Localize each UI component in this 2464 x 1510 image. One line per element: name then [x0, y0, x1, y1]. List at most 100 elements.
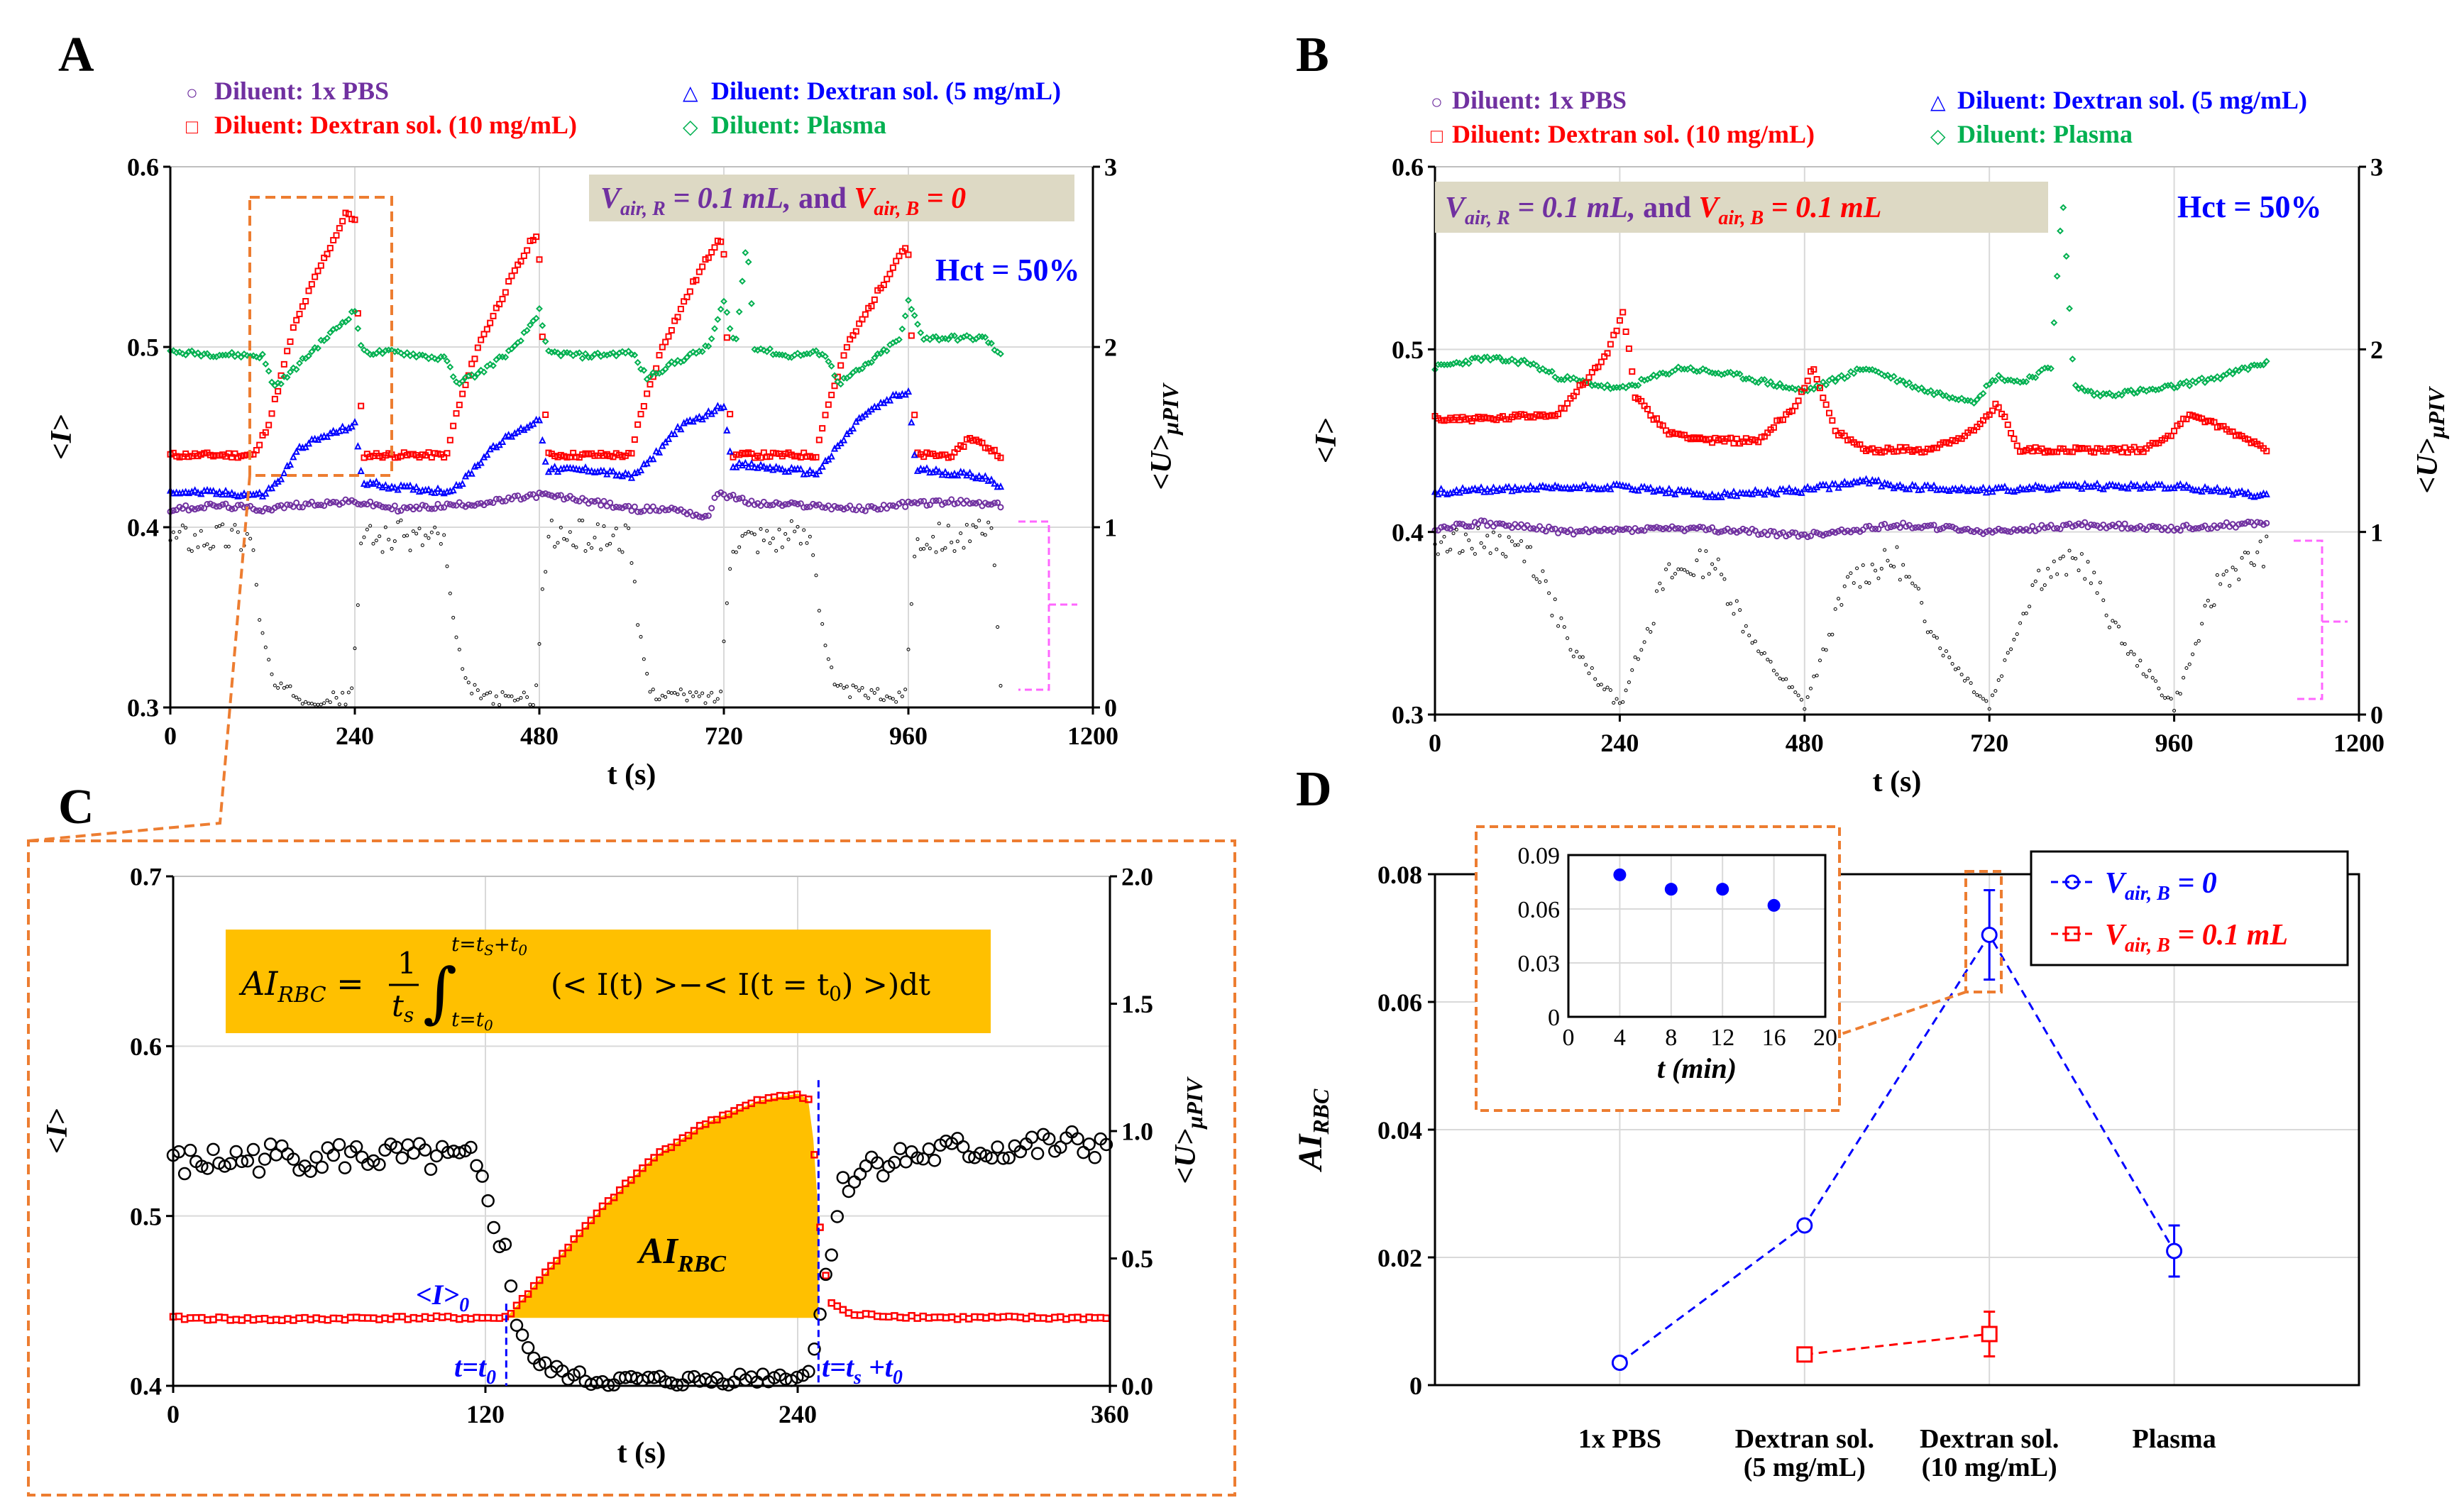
data-point: [731, 550, 735, 554]
data-point: [2070, 556, 2074, 560]
legend-b-pbs: Diluent: 1x PBS: [1452, 86, 1627, 114]
data-point: [773, 1368, 787, 1382]
data-point: [1516, 543, 1520, 547]
data-point: [1808, 686, 1813, 690]
data-point: [442, 533, 446, 537]
zoom-connector-d: [1839, 991, 1967, 1036]
panel-c-frame: [27, 839, 1236, 1497]
x-axis-title: t (s): [1873, 766, 1922, 798]
panel-letter-d: D: [1296, 762, 1332, 817]
data-point: [1654, 589, 1659, 593]
data-point: [399, 518, 403, 522]
data-point: [2255, 550, 2260, 554]
data-point: [1651, 622, 1656, 626]
data-point: [556, 1365, 569, 1378]
data-point: [1553, 597, 1557, 602]
data-point: [1775, 672, 1779, 676]
data-point: [2187, 662, 2191, 666]
data-point: [2228, 584, 2232, 588]
data-point: [458, 1144, 472, 1158]
data-point: [1633, 655, 1637, 659]
data-points-plasma: [1431, 204, 2270, 407]
data-points-dex5: [166, 387, 1005, 500]
data-point: [263, 1137, 277, 1151]
data-point: [2046, 566, 2050, 571]
data-point: [586, 541, 590, 546]
data-point: [1002, 1151, 1016, 1164]
data-point: [288, 684, 292, 688]
plot-area-a: 0 240 480 720 960 1200 0.3 0.4 0.5 0.6 0 1 2 3 t (s) <I…: [45, 153, 1183, 791]
data-point: [199, 529, 203, 533]
data-point: [1855, 566, 1859, 571]
data-point: [1467, 538, 1471, 542]
data-point: [1962, 678, 1967, 683]
y2-tick-label: 0.5: [1121, 1245, 1153, 1273]
data-point: [528, 702, 532, 707]
data-point: [964, 522, 969, 527]
data-point: [602, 524, 606, 528]
data-point: [1566, 636, 1570, 640]
data-point: [847, 1175, 862, 1189]
data-point: [835, 684, 840, 688]
data-point: [481, 1194, 495, 1208]
legend-d-marker-1: [2064, 926, 2080, 942]
data-point: [260, 631, 265, 635]
data-point: [1932, 634, 1936, 638]
data-point: [1895, 545, 1899, 549]
data-point: [989, 526, 994, 530]
x-tick-label: 480: [520, 722, 559, 750]
data-point: [1756, 649, 1761, 654]
data-point: [258, 618, 262, 622]
inset-y-tick-label: 0.03: [1518, 951, 1561, 977]
data-point: [525, 695, 529, 699]
data-point: [922, 546, 926, 551]
data-point: [2252, 563, 2256, 567]
data-point: [845, 684, 849, 688]
data-point: [494, 694, 498, 698]
y2-tick-label: 2: [2370, 336, 2383, 364]
data-point: [823, 644, 827, 648]
y-axis-title-d: AIRBC: [1292, 1089, 1333, 1172]
data-point: [876, 1169, 890, 1183]
data-point: [813, 1307, 827, 1321]
data-point: [1513, 543, 1517, 547]
data-point: [420, 543, 424, 547]
data-point: [537, 641, 541, 646]
data-point: [789, 519, 793, 523]
data-point: [1522, 559, 1527, 563]
data-point: [937, 522, 941, 526]
data-point: [436, 531, 440, 536]
data-point: [568, 530, 572, 534]
data-point: [2049, 575, 2053, 579]
x-tick-label: 240: [336, 722, 374, 750]
x-tick-label: 240: [1600, 729, 1639, 757]
inset-data-point: [1613, 868, 1627, 881]
data-point: [2006, 651, 2010, 655]
data-point: [1803, 707, 1807, 711]
data-point: [632, 580, 637, 584]
data-point: [1695, 558, 1699, 563]
data-point: [2024, 611, 2028, 615]
data-point: [913, 554, 917, 558]
series-pbs: [1431, 517, 2270, 541]
data-point: [1769, 660, 1773, 663]
data-point: [839, 683, 843, 687]
data-point: [1491, 530, 1495, 534]
data-point: [688, 690, 692, 695]
data-point: [1969, 681, 1973, 685]
hct-label-b: Hct = 50%: [2177, 189, 2321, 224]
category-label: (10 mg/mL): [1922, 1453, 2057, 1482]
data-point: [427, 536, 431, 540]
data-point: [1734, 599, 1739, 603]
legend-a-dex5-marker: △: [683, 82, 698, 104]
inset-frame: [1475, 825, 1841, 1112]
data-point: [2042, 583, 2047, 588]
data-point: [1587, 671, 1591, 676]
data-point: [1701, 575, 1705, 580]
data-point: [1578, 655, 1582, 659]
data-point: [1559, 616, 1563, 620]
data-point: [171, 530, 175, 534]
data-point: [2221, 573, 2226, 577]
inset-x-tick-label: 16: [1762, 1025, 1786, 1051]
data-point: [473, 683, 477, 687]
